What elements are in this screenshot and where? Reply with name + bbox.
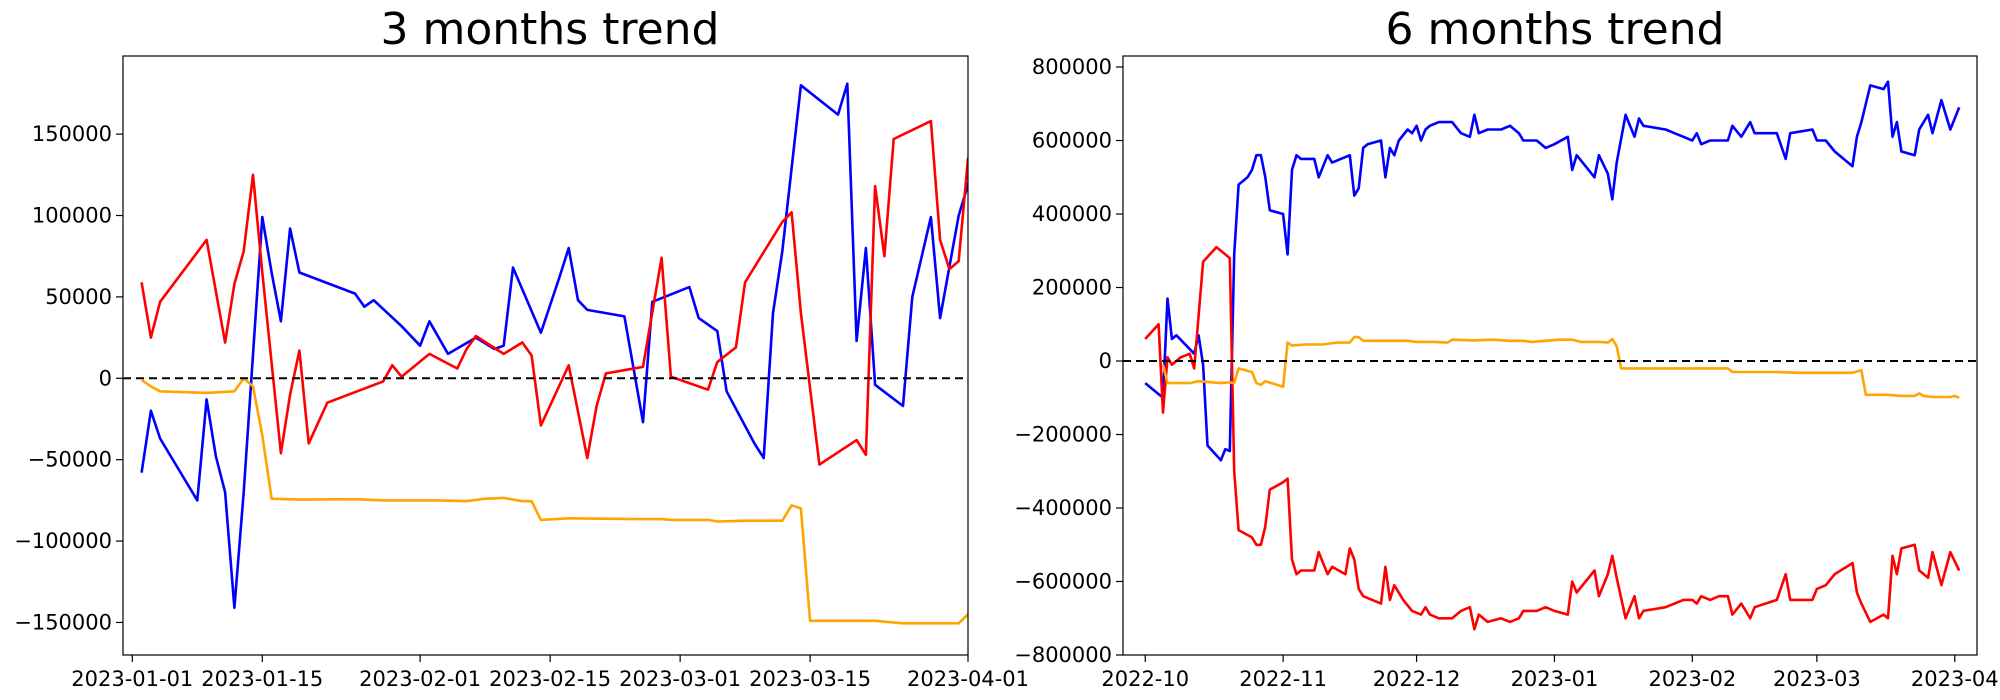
x-tick-label: 2023-04 xyxy=(1911,667,1999,691)
x-tick-label: 2023-02-15 xyxy=(489,667,611,691)
chart-title: 3 months trend xyxy=(381,4,720,55)
x-tick-label: 2023-02 xyxy=(1648,667,1736,691)
x-tick-label: 2023-01 xyxy=(1511,667,1599,691)
y-tick-label: 800000 xyxy=(1032,55,1112,79)
y-tick-label: −200000 xyxy=(1014,423,1112,447)
axes-frame xyxy=(1122,55,1978,656)
plot-area xyxy=(1144,80,1961,631)
y-tick-label: −600000 xyxy=(1014,570,1112,594)
x-tick-label: 2022-10 xyxy=(1101,667,1189,691)
series-line-red xyxy=(1144,245,1961,631)
x-tick-label: 2023-03-01 xyxy=(619,667,741,691)
chart-6-months: 6 months trend −800000 −600000 −400000 −200… xyxy=(1014,4,1998,691)
y-tick-label: −800000 xyxy=(1014,643,1112,667)
x-tick-label: 2023-04-01 xyxy=(907,667,1029,691)
y-tick-label: 100000 xyxy=(32,204,112,228)
x-tick-label: 2023-03 xyxy=(1773,667,1861,691)
y-tick-label: 0 xyxy=(99,366,112,390)
chart-3-months: 3 months trend −150000 −100000 −50000 0 5000… xyxy=(14,4,1029,691)
series-line-red xyxy=(140,119,968,466)
series-line-blue xyxy=(1144,80,1961,462)
x-tick-label: 2022-12 xyxy=(1373,667,1461,691)
x-tick-label: 2022-11 xyxy=(1239,667,1327,691)
series-line-blue xyxy=(140,82,968,610)
y-tick-label: −150000 xyxy=(14,610,112,634)
x-tick-label: 2023-02-01 xyxy=(359,667,481,691)
y-tick-label: 150000 xyxy=(32,122,112,146)
y-tick-label: −50000 xyxy=(28,448,112,472)
axes-frame xyxy=(122,55,969,656)
y-tick-label: 200000 xyxy=(1032,276,1112,300)
x-tick-label: 2023-01-15 xyxy=(201,667,323,691)
plot-area xyxy=(140,82,968,625)
y-tick-label: 400000 xyxy=(1032,202,1112,226)
y-tick-label: 600000 xyxy=(1032,129,1112,153)
chart-title: 6 months trend xyxy=(1386,4,1725,55)
x-tick-label: 2023-03-15 xyxy=(749,667,871,691)
x-tick-label: 2023-01-01 xyxy=(71,667,193,691)
y-tick-label: −400000 xyxy=(1014,496,1112,520)
y-tick-label: −100000 xyxy=(14,529,112,553)
series-line-orange xyxy=(1161,335,1960,399)
y-tick-label: 0 xyxy=(1099,349,1112,373)
y-tick-label: 50000 xyxy=(45,285,112,309)
series-line-orange xyxy=(140,376,968,625)
